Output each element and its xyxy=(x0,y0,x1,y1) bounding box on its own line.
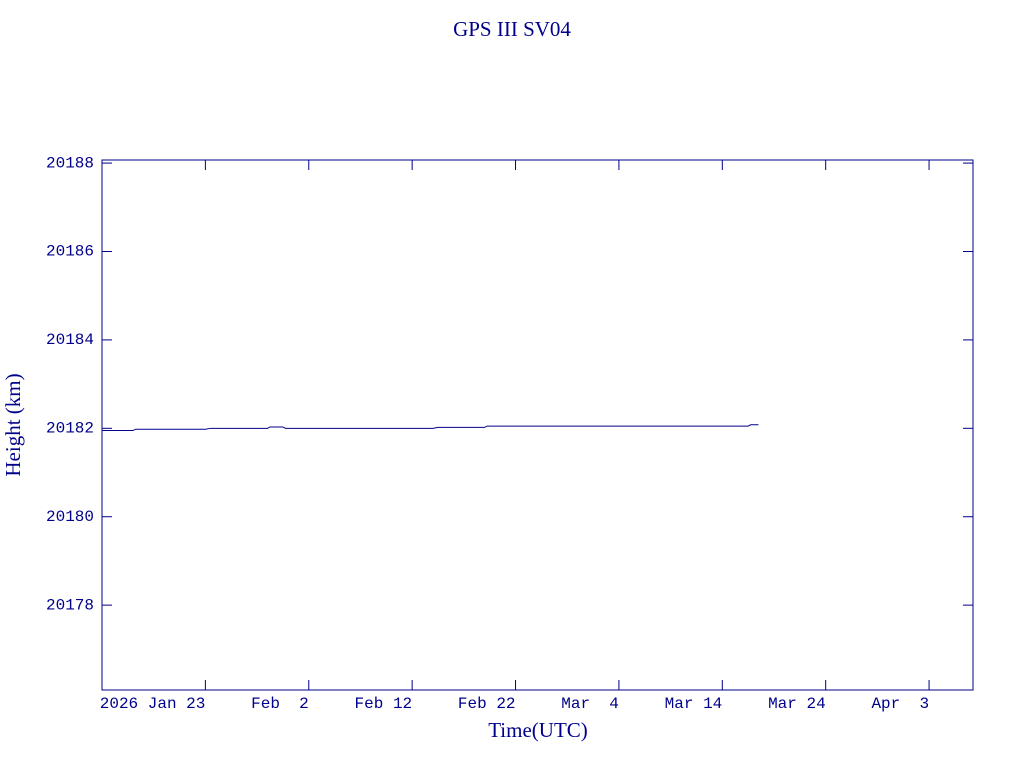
y-tick-label: 20186 xyxy=(46,243,94,261)
chart-title: GPS III SV04 xyxy=(453,17,571,41)
x-tick-label: Mar 14 xyxy=(665,695,723,713)
y-tick-label: 20182 xyxy=(46,420,94,438)
x-tick-label: 2026 Jan 23 xyxy=(100,695,206,713)
y-tick-label: 20178 xyxy=(46,596,94,614)
y-tick-label: 20180 xyxy=(46,508,94,526)
x-tick-label: Mar 4 xyxy=(561,695,619,713)
x-tick-label: Mar 24 xyxy=(768,695,826,713)
x-tick-label: Apr 3 xyxy=(871,695,929,713)
x-tick-label: Feb 12 xyxy=(355,695,413,713)
data-line xyxy=(102,424,759,432)
y-axis-label: Height (km) xyxy=(1,373,25,476)
y-tick-label: 20184 xyxy=(46,331,94,349)
plot-frame xyxy=(101,159,974,691)
x-axis-label: Time(UTC) xyxy=(488,718,588,742)
x-tick-label: Feb 2 xyxy=(251,695,309,713)
y-tick-label: 20188 xyxy=(46,154,94,172)
x-tick-label: Feb 22 xyxy=(458,695,516,713)
